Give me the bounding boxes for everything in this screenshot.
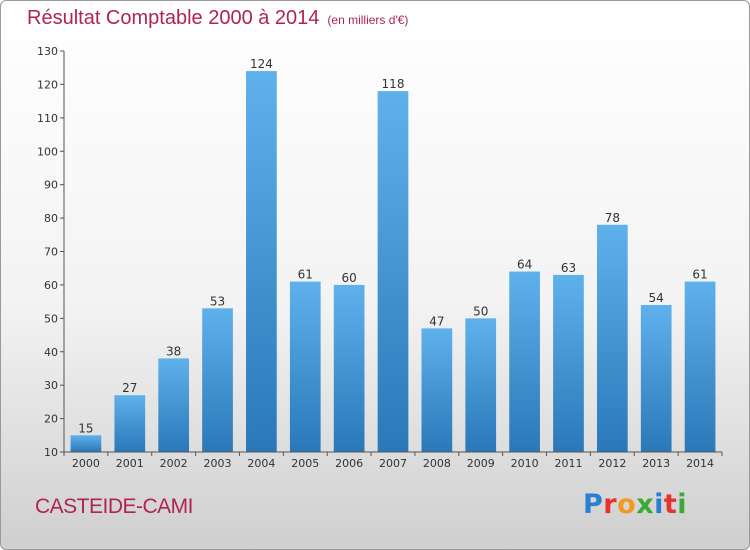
value-label-2014: 61 xyxy=(692,268,707,282)
y-tick-label: 120 xyxy=(37,78,58,91)
value-label-2011: 63 xyxy=(561,261,576,275)
value-label-2007: 118 xyxy=(382,77,405,91)
x-tick-label-2002: 2002 xyxy=(160,457,188,470)
x-tick-label-2007: 2007 xyxy=(379,457,407,470)
value-label-2004: 124 xyxy=(250,57,273,71)
x-tick-label-2013: 2013 xyxy=(642,457,670,470)
logo-letter: r xyxy=(603,489,618,520)
logo-letter: x xyxy=(636,489,655,520)
value-label-2001: 27 xyxy=(122,381,137,395)
x-tick-label-2010: 2010 xyxy=(511,457,539,470)
y-tick-label: 70 xyxy=(44,246,58,259)
bar-2009 xyxy=(465,318,497,452)
y-tick-label: 100 xyxy=(37,145,58,158)
y-tick-label: 90 xyxy=(44,179,58,192)
value-label-2006: 60 xyxy=(341,271,356,285)
y-tick-label: 20 xyxy=(44,413,58,426)
y-tick-label: 130 xyxy=(37,45,58,58)
value-label-2010: 64 xyxy=(517,258,532,272)
logo-letter: P xyxy=(583,489,604,520)
bar-2003 xyxy=(202,308,233,452)
commune-name: CASTEIDE-CAMI xyxy=(35,495,194,518)
bar-2011 xyxy=(553,274,584,452)
bar-2008 xyxy=(421,328,453,452)
y-tick-label: 80 xyxy=(44,212,58,225)
bar-2014 xyxy=(684,281,716,452)
x-tick-label-2014: 2014 xyxy=(686,457,714,470)
value-label-2003: 53 xyxy=(210,294,225,308)
value-label-2013: 54 xyxy=(649,291,664,305)
x-tick-label-2006: 2006 xyxy=(335,457,363,470)
y-tick-label: 110 xyxy=(37,112,58,125)
bar-2001 xyxy=(114,395,146,452)
value-label-2000: 15 xyxy=(78,421,93,435)
value-label-2008: 47 xyxy=(429,314,444,328)
y-tick-label: 10 xyxy=(44,446,58,459)
x-tick-label-2000: 2000 xyxy=(72,457,100,470)
chart-title-text: Résultat Comptable 2000 à 2014 xyxy=(27,7,320,29)
bar-2004 xyxy=(246,71,277,453)
x-tick-label-2005: 2005 xyxy=(291,457,319,470)
logo-letter: i xyxy=(654,489,664,520)
bar-2005 xyxy=(289,281,321,452)
logo-letter: o xyxy=(617,489,637,520)
logo-letter: t xyxy=(663,489,678,520)
value-label-2009: 50 xyxy=(473,304,488,318)
bar-2013 xyxy=(640,304,672,452)
x-tick-label-2011: 2011 xyxy=(554,457,582,470)
x-tick-label-2003: 2003 xyxy=(204,457,232,470)
x-tick-label-2008: 2008 xyxy=(423,457,451,470)
x-tick-label-2009: 2009 xyxy=(467,457,495,470)
chart-subtitle: (en milliers d'€) xyxy=(327,13,409,27)
value-label-2002: 38 xyxy=(166,344,181,358)
proxiti-logo: Proxiti xyxy=(583,489,687,520)
bar-2012 xyxy=(596,224,628,452)
bar-2000 xyxy=(70,435,102,452)
value-label-2005: 61 xyxy=(298,268,313,282)
y-tick-label: 40 xyxy=(44,346,58,359)
logo-letter: i xyxy=(677,489,688,520)
x-tick-label-2001: 2001 xyxy=(116,457,144,470)
y-tick-label: 30 xyxy=(44,379,58,392)
value-label-2012: 78 xyxy=(605,211,620,225)
bar-2007 xyxy=(377,91,409,452)
chart-title: Résultat Comptable 2000 à 2014 (en millie… xyxy=(27,7,408,30)
x-tick-label-2012: 2012 xyxy=(598,457,626,470)
bar-2006 xyxy=(333,284,365,452)
bar-2002 xyxy=(158,358,190,452)
x-tick-label-2004: 2004 xyxy=(247,457,275,470)
y-tick-label: 60 xyxy=(44,279,58,292)
y-tick-label: 50 xyxy=(44,312,58,325)
bar-2010 xyxy=(509,271,540,452)
